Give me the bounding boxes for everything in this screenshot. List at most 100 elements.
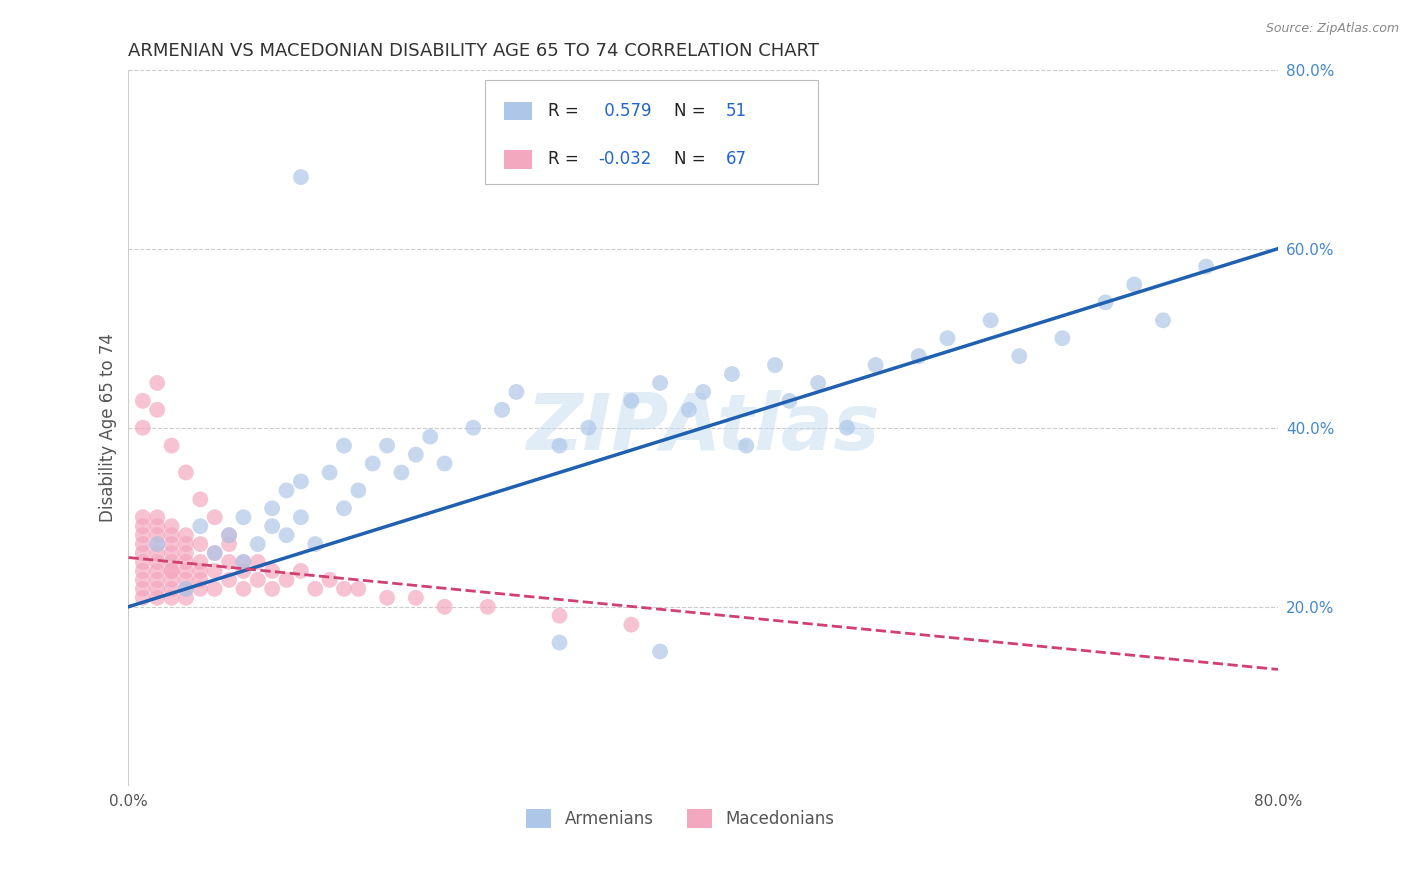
Point [1195, 260, 1218, 274]
Legend: Armenians, Macedonians: Armenians, Macedonians [520, 802, 841, 835]
Point [246, 555, 269, 569]
Point [262, 519, 284, 533]
Text: Source: ZipAtlas.com: Source: ZipAtlas.com [1265, 22, 1399, 36]
Point [835, 421, 858, 435]
Point [160, 519, 183, 533]
Point [304, 582, 326, 596]
Point [188, 582, 211, 596]
Point [980, 313, 1002, 327]
Point [620, 617, 643, 632]
Point [1008, 349, 1031, 363]
Point [491, 402, 513, 417]
Point [218, 537, 240, 551]
Point [692, 384, 714, 399]
Text: R =: R = [548, 151, 583, 169]
Point [146, 546, 169, 560]
Text: -0.032: -0.032 [599, 151, 652, 169]
FancyBboxPatch shape [505, 150, 531, 169]
Point [318, 466, 340, 480]
Point [276, 573, 298, 587]
Point [333, 501, 356, 516]
Point [160, 528, 183, 542]
FancyBboxPatch shape [505, 102, 531, 120]
Point [936, 331, 959, 345]
Text: 0.579: 0.579 [599, 102, 651, 120]
Point [333, 439, 356, 453]
Point [132, 582, 155, 596]
Point [361, 457, 384, 471]
Point [290, 510, 312, 524]
Point [218, 555, 240, 569]
Text: ZIPAtlas: ZIPAtlas [526, 390, 880, 466]
Point [132, 528, 155, 542]
Point [262, 582, 284, 596]
Point [276, 528, 298, 542]
Point [174, 546, 197, 560]
Point [262, 501, 284, 516]
Point [232, 555, 254, 569]
Point [160, 537, 183, 551]
Point [160, 573, 183, 587]
Point [218, 573, 240, 587]
Point [204, 546, 226, 560]
Point [375, 439, 398, 453]
Point [174, 591, 197, 605]
Point [477, 599, 499, 614]
Point [290, 475, 312, 489]
Point [505, 384, 527, 399]
Text: ARMENIAN VS MACEDONIAN DISABILITY AGE 65 TO 74 CORRELATION CHART: ARMENIAN VS MACEDONIAN DISABILITY AGE 65… [128, 42, 820, 60]
Point [160, 555, 183, 569]
Point [290, 564, 312, 578]
Point [548, 608, 571, 623]
Point [276, 483, 298, 498]
Point [160, 582, 183, 596]
Point [132, 591, 155, 605]
Point [1052, 331, 1074, 345]
Point [146, 537, 169, 551]
Point [132, 564, 155, 578]
Point [132, 421, 155, 435]
Point [419, 430, 441, 444]
Point [678, 402, 700, 417]
Point [132, 393, 155, 408]
Point [146, 555, 169, 569]
Point [160, 591, 183, 605]
Point [174, 528, 197, 542]
Point [204, 564, 226, 578]
Point [865, 358, 887, 372]
Point [146, 528, 169, 542]
Point [174, 573, 197, 587]
Point [188, 537, 211, 551]
Point [174, 537, 197, 551]
Point [160, 439, 183, 453]
Point [232, 582, 254, 596]
Point [433, 457, 456, 471]
Point [174, 564, 197, 578]
Text: 67: 67 [725, 151, 747, 169]
Point [262, 564, 284, 578]
Point [146, 376, 169, 390]
Point [132, 510, 155, 524]
Point [146, 564, 169, 578]
Point [160, 564, 183, 578]
Point [146, 591, 169, 605]
Point [433, 599, 456, 614]
Text: R =: R = [548, 102, 583, 120]
Point [174, 582, 197, 596]
Point [132, 519, 155, 533]
Point [1152, 313, 1174, 327]
Text: N =: N = [675, 151, 711, 169]
Point [188, 492, 211, 507]
Point [188, 519, 211, 533]
Point [1094, 295, 1116, 310]
Point [174, 582, 197, 596]
Point [204, 546, 226, 560]
Point [160, 564, 183, 578]
Point [318, 573, 340, 587]
Point [648, 376, 671, 390]
Point [304, 537, 326, 551]
Point [146, 402, 169, 417]
Point [160, 546, 183, 560]
Text: 51: 51 [725, 102, 748, 120]
Point [290, 170, 312, 185]
